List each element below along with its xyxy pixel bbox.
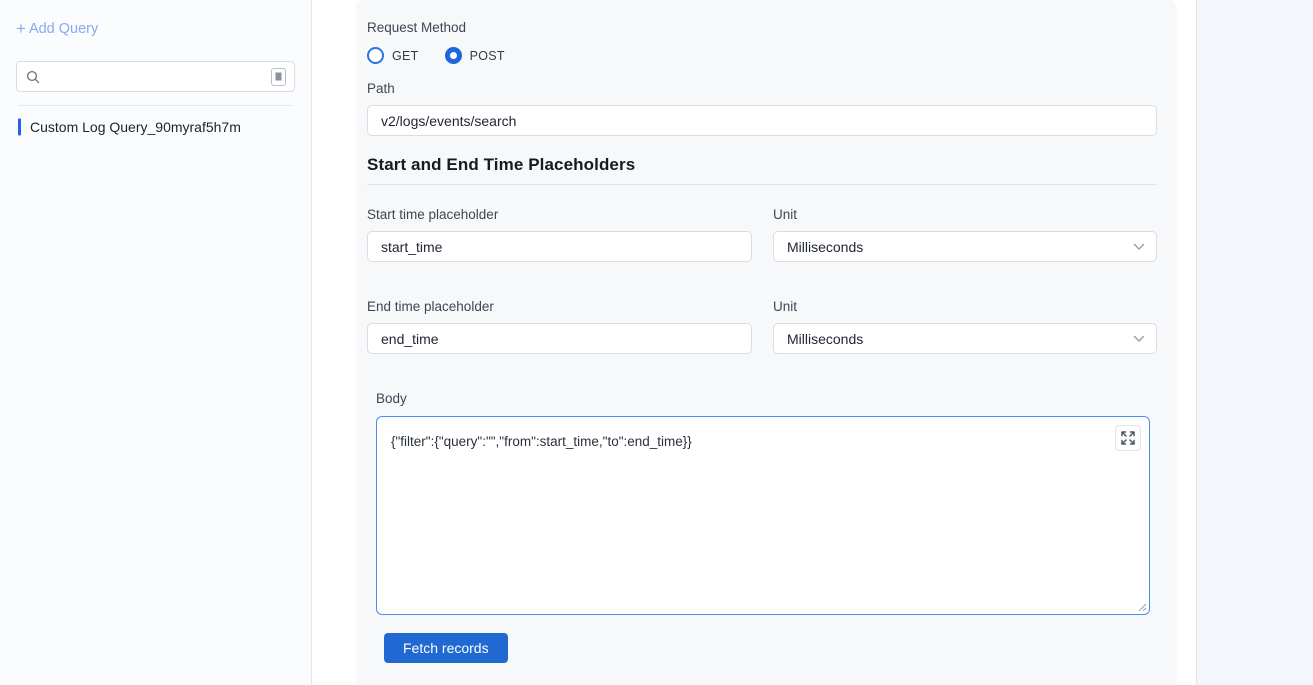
page-backdrop (1196, 0, 1313, 685)
body-field-block: Body {"filter":{"query":"","from":start_… (376, 391, 1157, 685)
search-icon (26, 70, 40, 83)
add-query-label: Add Query (28, 21, 99, 37)
next-section-label: Response (385, 683, 1157, 685)
end-time-label: End time placeholder (367, 299, 494, 314)
body-label: Body (376, 391, 407, 406)
query-search (16, 61, 295, 92)
input-indicator-icon (271, 67, 286, 86)
sidebar-item-custom-log-query[interactable]: Custom Log Query_90myraf5h7m (0, 115, 311, 139)
chevron-down-icon (1133, 335, 1145, 342)
radio-post-icon[interactable] (444, 47, 462, 64)
sidebar-divider (18, 105, 293, 106)
start-time-input[interactable] (367, 231, 752, 262)
add-query-button[interactable]: + Add Query (16, 19, 99, 38)
chevron-down-icon (1133, 243, 1145, 250)
fetch-records-button[interactable]: Fetch records (384, 633, 508, 663)
start-unit-value: Milliseconds (787, 238, 864, 255)
path-field-block: Path (367, 81, 1157, 136)
end-time-row: End time placeholder Unit Milliseconds (367, 299, 1157, 354)
request-method-group: GET POST (367, 47, 1157, 64)
query-config-drawer: Request Method GET POST Path Start and E… (313, 0, 1196, 685)
body-editor: {"filter":{"query":"","from":start_time,… (376, 416, 1150, 615)
radio-post-label: POST (469, 48, 505, 63)
end-unit-select[interactable]: Milliseconds (773, 323, 1157, 354)
request-method-label: Request Method (367, 20, 467, 35)
radio-get-icon[interactable] (367, 47, 384, 64)
section-divider (367, 184, 1157, 185)
end-time-field: End time placeholder (367, 299, 752, 354)
start-unit-field: Unit Milliseconds (773, 207, 1157, 262)
path-label: Path (367, 81, 395, 96)
start-time-label: Start time placeholder (367, 207, 499, 222)
start-time-field: Start time placeholder (367, 207, 752, 262)
plus-icon: + (16, 19, 26, 38)
radio-option-get[interactable]: GET (367, 47, 419, 64)
expand-icon (1121, 431, 1135, 445)
query-config-panel: Request Method GET POST Path Start and E… (357, 0, 1175, 685)
start-time-row: Start time placeholder Unit Milliseconds (367, 207, 1157, 262)
expand-button[interactable] (1115, 425, 1141, 451)
end-time-input[interactable] (367, 323, 752, 354)
path-input[interactable] (367, 105, 1157, 136)
query-item-label: Custom Log Query_90myraf5h7m (30, 119, 241, 135)
end-unit-field: Unit Milliseconds (773, 299, 1157, 354)
start-unit-label: Unit (773, 207, 798, 222)
selected-indicator (18, 118, 21, 136)
radio-option-post[interactable]: POST (444, 47, 505, 64)
end-unit-value: Milliseconds (787, 330, 864, 347)
body-textarea[interactable]: {"filter":{"query":"","from":start_time,… (377, 417, 1149, 614)
start-unit-select[interactable]: Milliseconds (773, 231, 1157, 262)
radio-get-label: GET (392, 48, 419, 63)
end-unit-label: Unit (773, 299, 798, 314)
search-input[interactable] (40, 62, 271, 91)
query-sidebar: + Add Query Custom Log Query_90myraf5h7m (0, 0, 312, 685)
section-heading: Start and End Time Placeholders (367, 155, 636, 174)
